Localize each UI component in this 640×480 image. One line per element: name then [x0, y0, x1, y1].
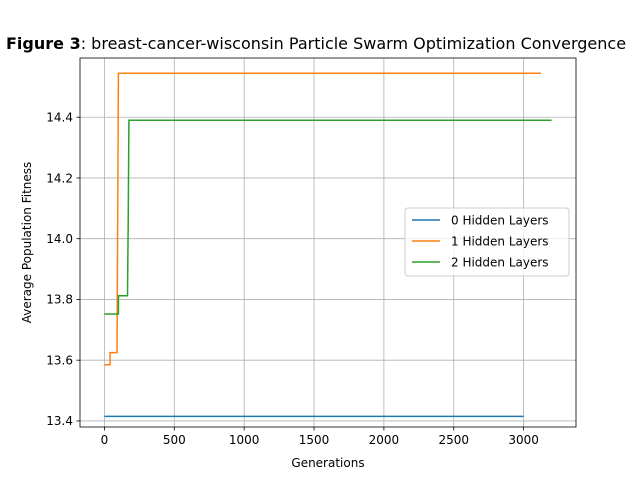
y-tick-label: 14.2: [46, 171, 73, 185]
legend-label: 1 Hidden Layers: [451, 234, 549, 248]
x-tick-label: 1000: [229, 433, 260, 447]
x-tick-label: 500: [163, 433, 186, 447]
x-tick-label: 3000: [508, 433, 539, 447]
series-line-2: [104, 119, 552, 315]
y-tick-label: 14.0: [46, 232, 73, 246]
y-tick-label: 14.4: [46, 111, 73, 125]
y-axis-label: Average Population Fitness: [20, 162, 34, 324]
series-lines: [104, 72, 552, 418]
legend-label: 2 Hidden Layers: [451, 255, 549, 269]
series-line-1: [104, 72, 542, 366]
y-tick-label: 13.8: [46, 293, 73, 307]
x-axis-ticks: 0 500 1000 1500 2000 2500 3000: [101, 427, 539, 447]
y-axis-ticks: 13.4 13.6 13.8 14.0 14.2 14.4: [46, 111, 80, 428]
legend-box: [404, 207, 570, 277]
legend: 0 Hidden Layers 1 Hidden Layers 2 Hidden L…: [404, 207, 570, 277]
legend-label: 0 Hidden Layers: [451, 213, 549, 227]
x-tick-label: 2500: [438, 433, 469, 447]
chart-title: Figure 3: breast-cancer-wisconsin Partic…: [6, 34, 626, 53]
chart-title-figure-number: Figure 3: [6, 34, 81, 53]
plot-frame: [79, 57, 577, 428]
chart-title-text: : breast-cancer-wisconsin Particle Swarm…: [81, 34, 626, 53]
y-tick-label: 13.6: [46, 353, 73, 367]
x-tick-label: 2000: [369, 433, 400, 447]
x-tick-label: 1500: [299, 433, 330, 447]
x-tick-label: 0: [101, 433, 109, 447]
x-axis-label: Generations: [291, 456, 364, 470]
y-tick-label: 13.4: [46, 414, 73, 428]
